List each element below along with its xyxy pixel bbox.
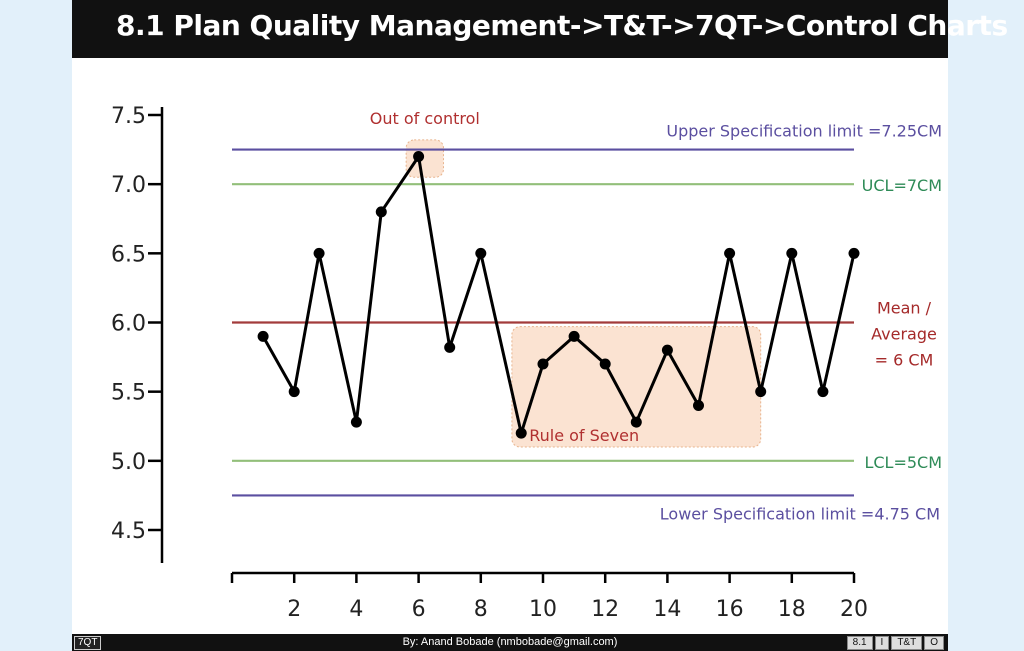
series-line-1 [261,152,856,439]
control-chart: Upper Specification limit =7.25CM UCL=7CM… [111,104,942,622]
footer-bar: 7QT By: Anand Bobade (nmbobade@gmail.com… [72,634,948,651]
data-point-2 [288,386,300,398]
data-point-11 [568,330,580,342]
slide-title: 8.1 Plan Quality Management->T&T->7QT->C… [116,9,1008,42]
x-tick-label-9: 18 [778,597,806,622]
footer-section-tag: 7QT [74,636,102,650]
data-point-1 [257,330,269,342]
data-point-12 [599,358,611,370]
footer-tag-input[interactable]: I [874,636,890,650]
reference-label-5: Lower Specification limit =4.75 CM [660,504,940,523]
x-tick-label-4: 8 [474,597,488,622]
reference-label-3-line-1: Mean / [877,299,932,318]
x-tick-label-7: 14 [653,597,681,622]
reference-label-4: LCL=5CM [864,453,942,472]
footer-tag-section[interactable]: 8.1 [846,636,873,650]
title-bar: 8.1 Plan Quality Management->T&T->7QT->C… [72,0,1008,58]
data-point-17 [755,386,767,398]
footer-tag-tools[interactable]: T&T [891,636,923,650]
data-point-16 [724,247,736,259]
y-tick-label-1: 4.5 [111,519,146,544]
x-tick-label-6: 12 [591,597,619,622]
x-tick-label-1: 2 [287,597,301,622]
data-point-19 [817,386,829,398]
reference-label-3-line-3: = 6 CM [875,351,934,370]
y-tick-label-6: 7.0 [111,173,146,198]
x-tick-label-3: 6 [412,597,426,622]
reference-label-2: UCL=7CM [862,176,942,195]
footer-nav-tags: 8.1 I T&T O [846,636,944,650]
y-tick-label-2: 5.0 [111,450,146,475]
annotation-box-1 [405,139,444,178]
data-point-7 [444,341,456,353]
data-point-3 [313,247,325,259]
data-point-5 [375,206,387,218]
x-tick-label-5: 10 [529,597,557,622]
data-point-9 [515,427,527,439]
reference-label-3-line-2: Average [871,325,937,344]
data-point-20 [848,247,860,259]
footer-tag-output[interactable]: O [924,636,944,650]
y-tick-label-4: 6.0 [111,312,146,337]
data-point-4 [350,416,362,428]
annotation-label-out-of-control: Out of control [370,109,480,128]
y-tick-label-5: 6.5 [111,242,146,267]
data-point-14 [661,344,673,356]
data-point-18 [786,247,798,259]
x-tick-label-8: 16 [716,597,744,622]
x-tick-label-2: 4 [349,597,363,622]
y-tick-label-7: 7.5 [111,104,146,129]
data-point-10 [537,358,549,370]
data-point-8 [475,247,487,259]
data-point-15 [693,400,704,411]
slide: 8.1 Plan Quality Management->T&T->7QT->C… [72,0,1008,651]
x-tick-label-10: 20 [840,597,868,622]
data-point-6 [413,151,425,162]
reference-label-1: Upper Specification limit =7.25CM [666,122,942,141]
data-point-13 [630,416,642,428]
annotation-label-rule-of-seven: Rule of Seven [529,426,639,445]
y-tick-label-3: 5.5 [111,381,146,406]
footer-author: By: Anand Bobade (nmbobade@gmail.com) [402,636,618,648]
